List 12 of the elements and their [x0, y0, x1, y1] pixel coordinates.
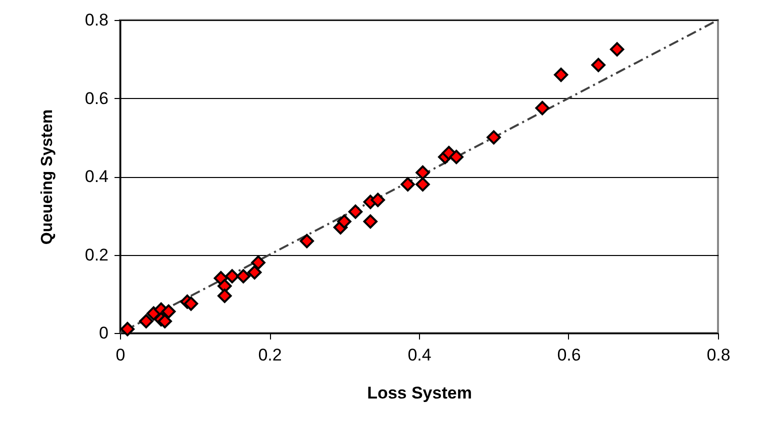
x-tick-label: 0.8 — [706, 346, 730, 364]
y-tick-label: 0 — [99, 324, 108, 342]
x-tick-label: 0.4 — [408, 346, 432, 364]
y-tick-label: 0.4 — [84, 167, 108, 186]
x-tick-label: 0 — [116, 346, 126, 364]
x-axis-title: Loss System — [367, 384, 472, 402]
x-tick-label: 0.2 — [258, 346, 282, 364]
x-tick-label: 0.6 — [557, 346, 581, 364]
y-tick-label: 0.6 — [84, 88, 108, 108]
y-tick-label: 0.2 — [84, 245, 108, 264]
y-axis-title: Queueing System — [38, 109, 56, 245]
y-tick-label: 0.8 — [84, 10, 108, 30]
